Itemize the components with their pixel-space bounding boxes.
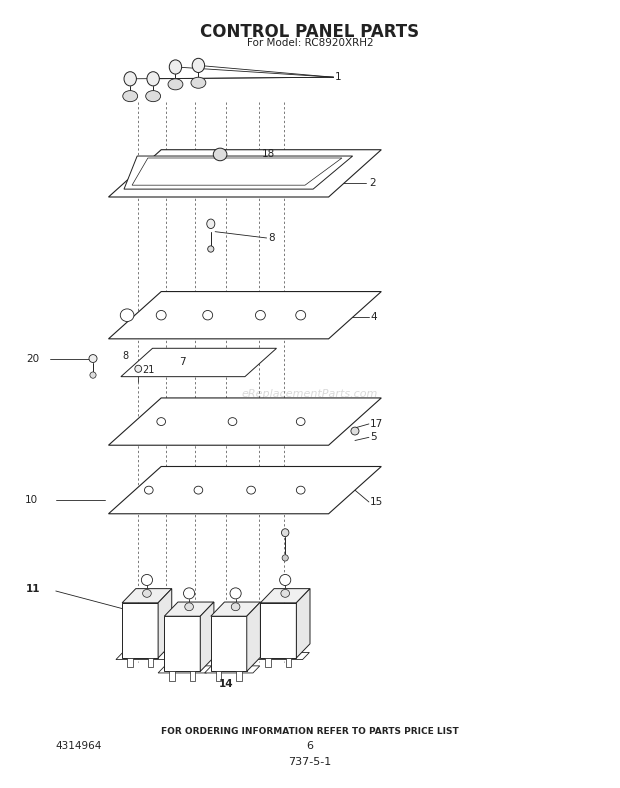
- Ellipse shape: [120, 309, 134, 322]
- Text: FOR ORDERING INFORMATION REFER TO PARTS PRICE LIST: FOR ORDERING INFORMATION REFER TO PARTS …: [161, 727, 459, 736]
- Text: 4314964: 4314964: [56, 742, 102, 751]
- Polygon shape: [254, 652, 309, 660]
- Ellipse shape: [169, 60, 182, 74]
- Ellipse shape: [281, 529, 289, 537]
- Text: 5: 5: [370, 433, 377, 442]
- Text: 7: 7: [180, 358, 186, 367]
- Polygon shape: [158, 589, 172, 658]
- Ellipse shape: [144, 486, 153, 494]
- Text: 21: 21: [142, 366, 154, 375]
- Bar: [265, 658, 271, 667]
- Polygon shape: [122, 589, 172, 603]
- Ellipse shape: [351, 427, 359, 435]
- Text: 8: 8: [268, 233, 275, 243]
- Bar: [286, 658, 291, 667]
- Ellipse shape: [141, 574, 153, 585]
- Bar: [127, 658, 133, 667]
- Polygon shape: [211, 616, 247, 671]
- Bar: [148, 658, 153, 667]
- Ellipse shape: [168, 79, 183, 90]
- Ellipse shape: [147, 72, 159, 86]
- Bar: [169, 671, 175, 681]
- Text: 737-5-1: 737-5-1: [288, 757, 332, 767]
- Text: 18: 18: [262, 150, 275, 159]
- Text: 4: 4: [370, 312, 377, 322]
- Polygon shape: [164, 602, 214, 616]
- Polygon shape: [260, 603, 296, 658]
- Ellipse shape: [89, 355, 97, 362]
- Text: 2: 2: [369, 178, 376, 188]
- Polygon shape: [247, 602, 260, 671]
- Polygon shape: [122, 603, 158, 658]
- Text: 11: 11: [26, 585, 40, 594]
- Bar: [236, 671, 242, 681]
- Text: 10: 10: [25, 496, 38, 505]
- Text: CONTROL PANEL PARTS: CONTROL PANEL PARTS: [200, 23, 420, 40]
- Ellipse shape: [296, 310, 306, 320]
- Ellipse shape: [90, 372, 96, 378]
- Ellipse shape: [143, 589, 151, 597]
- Text: eReplacementParts.com: eReplacementParts.com: [242, 389, 378, 399]
- Ellipse shape: [157, 418, 166, 426]
- Text: 20: 20: [26, 354, 39, 363]
- Ellipse shape: [191, 77, 206, 88]
- Polygon shape: [108, 150, 381, 197]
- Bar: [216, 671, 221, 681]
- Polygon shape: [205, 666, 260, 673]
- Polygon shape: [108, 466, 381, 514]
- Ellipse shape: [203, 310, 213, 320]
- Polygon shape: [164, 616, 200, 671]
- Polygon shape: [108, 292, 381, 339]
- Polygon shape: [116, 652, 171, 660]
- Ellipse shape: [228, 418, 237, 426]
- Polygon shape: [296, 589, 310, 658]
- Ellipse shape: [156, 310, 166, 320]
- Polygon shape: [158, 666, 213, 673]
- Text: 14: 14: [219, 679, 234, 689]
- Ellipse shape: [184, 588, 195, 599]
- Ellipse shape: [185, 603, 193, 611]
- Text: 6: 6: [306, 742, 314, 751]
- Ellipse shape: [282, 555, 288, 561]
- Ellipse shape: [247, 486, 255, 494]
- Ellipse shape: [146, 91, 161, 102]
- Bar: [190, 671, 195, 681]
- Text: 15: 15: [370, 497, 383, 507]
- Ellipse shape: [207, 219, 215, 229]
- Ellipse shape: [123, 91, 138, 102]
- Ellipse shape: [255, 310, 265, 320]
- Ellipse shape: [281, 589, 290, 597]
- Ellipse shape: [296, 486, 305, 494]
- Ellipse shape: [231, 603, 240, 611]
- Polygon shape: [260, 589, 310, 603]
- Text: 8: 8: [122, 351, 128, 361]
- Ellipse shape: [135, 366, 141, 373]
- Text: For Model: RC8920XRH2: For Model: RC8920XRH2: [247, 39, 373, 48]
- Ellipse shape: [192, 58, 205, 72]
- Ellipse shape: [213, 148, 227, 161]
- Ellipse shape: [280, 574, 291, 585]
- Ellipse shape: [296, 418, 305, 426]
- Ellipse shape: [194, 486, 203, 494]
- Ellipse shape: [208, 246, 214, 252]
- Polygon shape: [132, 158, 342, 185]
- Text: 17: 17: [370, 419, 383, 429]
- Ellipse shape: [124, 72, 136, 86]
- Ellipse shape: [230, 588, 241, 599]
- Polygon shape: [108, 398, 381, 445]
- Polygon shape: [211, 602, 260, 616]
- Text: 1: 1: [335, 72, 342, 82]
- Polygon shape: [200, 602, 214, 671]
- Polygon shape: [121, 348, 277, 377]
- Polygon shape: [124, 156, 353, 189]
